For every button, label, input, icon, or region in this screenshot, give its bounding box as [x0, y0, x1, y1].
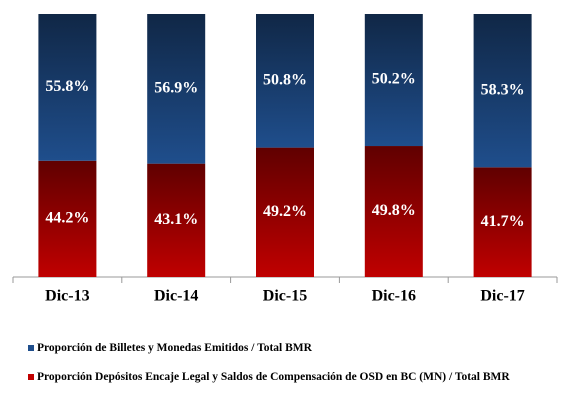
- x-tick-label: Dic-16: [372, 288, 416, 305]
- bar-segment: [147, 14, 206, 164]
- bar-segment: [473, 167, 532, 277]
- value-label: 49.2%: [263, 203, 307, 220]
- value-label: 50.8%: [263, 71, 307, 88]
- value-label: 43.1%: [154, 211, 198, 228]
- bar-segment: [256, 14, 314, 148]
- x-tick-label: Dic-17: [480, 288, 524, 305]
- bar-segment: [473, 14, 532, 168]
- x-tick-label: Dic-14: [154, 288, 198, 305]
- bar-segment: [38, 14, 97, 161]
- value-label: 50.2%: [372, 71, 416, 88]
- legend-label: Proporción de Billetes y Monedas Emitido…: [37, 342, 312, 354]
- value-label: 58.3%: [481, 81, 525, 98]
- x-tick-label: Dic-13: [45, 288, 89, 305]
- legend-swatch: [28, 374, 34, 380]
- bar-segment: [147, 163, 206, 277]
- legend-label: Proporción Depósitos Encaje Legal y Sald…: [37, 371, 510, 383]
- chart: 44.2% 55.8% Dic-13 43.1% 56.9% Dic-14 49.2% 50.…: [12, 14, 558, 305]
- legend-swatch: [28, 345, 34, 351]
- bar-segment: [256, 147, 314, 277]
- value-label: 49.8%: [372, 202, 416, 219]
- value-label: 44.2%: [45, 210, 89, 227]
- value-label: 56.9%: [154, 79, 198, 96]
- x-tick-label: Dic-15: [263, 288, 307, 305]
- bar-segment: [38, 160, 97, 277]
- bar-segment: [364, 146, 423, 277]
- value-label: 55.8%: [45, 78, 89, 95]
- value-label: 41.7%: [481, 213, 525, 230]
- bar-segment: [364, 14, 423, 147]
